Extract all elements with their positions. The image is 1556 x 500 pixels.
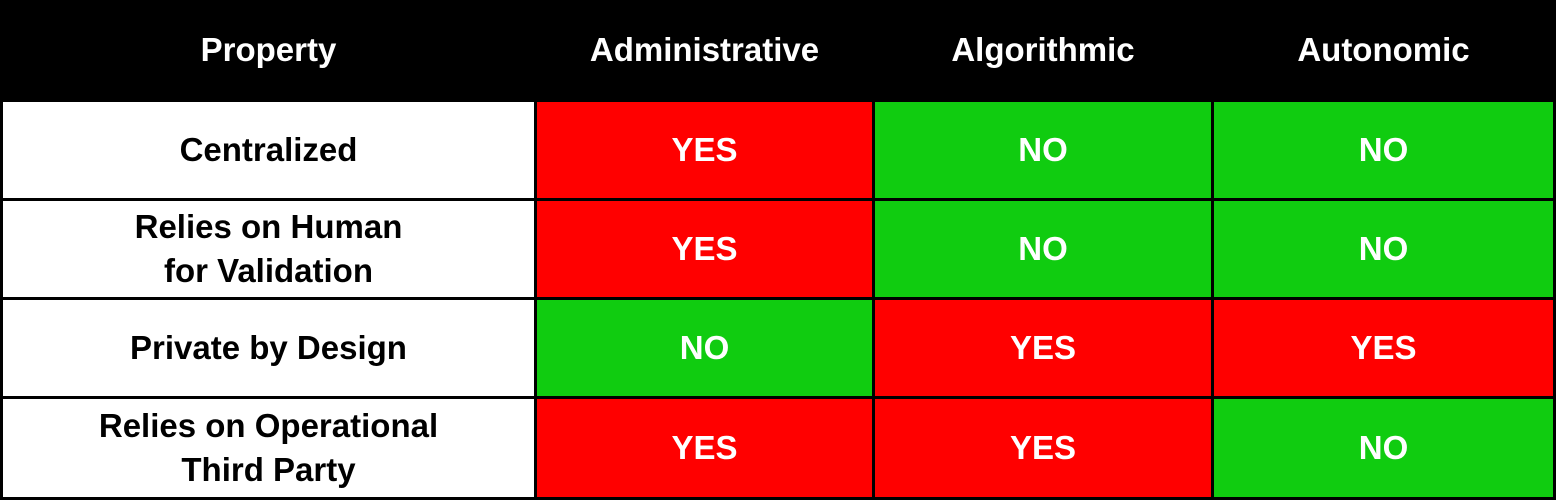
value-cell: YES [875, 399, 1214, 500]
property-cell: Relies on Operational Third Party [0, 399, 537, 500]
value-cell: YES [875, 300, 1214, 399]
value-cell: NO [875, 201, 1214, 300]
value-cell: YES [537, 201, 875, 300]
property-cell: Centralized [0, 102, 537, 201]
value-cell: YES [537, 102, 875, 201]
value-cell: NO [1214, 201, 1556, 300]
value-cell: NO [875, 102, 1214, 201]
property-cell: Private by Design [0, 300, 537, 399]
value-cell: NO [1214, 399, 1556, 500]
value-cell: NO [1214, 102, 1556, 201]
value-cell: YES [1214, 300, 1556, 399]
value-cell: NO [537, 300, 875, 399]
header-algorithmic: Algorithmic [875, 0, 1214, 102]
property-cell: Relies on Human for Validation [0, 201, 537, 300]
value-cell: YES [537, 399, 875, 500]
header-autonomic: Autonomic [1214, 0, 1556, 102]
header-property: Property [0, 0, 537, 102]
header-administrative: Administrative [537, 0, 875, 102]
